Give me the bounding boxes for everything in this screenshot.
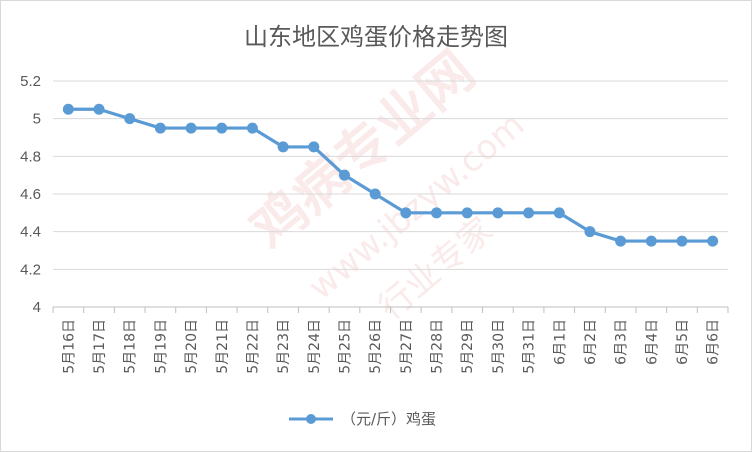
x-tick-label: 5月23日: [276, 319, 292, 374]
y-tick-label: 4.2: [20, 261, 41, 278]
legend-label: （元/斤）鸡蛋: [341, 410, 436, 428]
y-tick-label: 4.8: [20, 148, 41, 165]
data-point: [492, 207, 504, 219]
data-point: [62, 103, 74, 115]
x-tick-label: 5月31日: [522, 319, 538, 374]
y-tick-label: 5: [33, 111, 41, 128]
x-tick-label: 5月21日: [215, 319, 231, 374]
chart-title: 山东地区鸡蛋价格走势图: [244, 23, 508, 51]
x-tick-label: 5月27日: [399, 319, 415, 374]
x-tick-label: 6月2日: [583, 319, 599, 365]
y-axis-ticks: 4 4.2 4.4 4.6 4.8 5 5.2: [20, 73, 41, 316]
data-point: [676, 235, 688, 247]
data-point: [584, 226, 596, 238]
grid: [52, 80, 729, 313]
series-egg: [62, 103, 719, 247]
x-tick-label: 5月20日: [184, 319, 200, 374]
data-point: [185, 122, 197, 134]
x-tick-label: 5月19日: [153, 319, 169, 374]
y-tick-label: 4: [33, 299, 41, 316]
y-tick-label: 4.6: [20, 186, 41, 203]
data-point: [338, 169, 350, 181]
data-point: [369, 188, 381, 200]
data-point: [124, 113, 136, 125]
legend: （元/斤）鸡蛋: [289, 410, 436, 428]
x-tick-label: 6月1日: [552, 319, 568, 365]
x-tick-label: 5月22日: [245, 319, 261, 374]
data-point: [615, 235, 627, 247]
x-tick-label: 5月17日: [92, 319, 108, 374]
data-point: [154, 122, 166, 134]
data-point: [277, 141, 289, 153]
legend-marker-swatch: [306, 414, 316, 424]
data-point: [308, 141, 320, 153]
data-point: [553, 207, 565, 219]
y-tick-label: 4.4: [20, 224, 41, 241]
x-tick-label: 5月28日: [430, 319, 446, 374]
data-point: [216, 122, 228, 134]
x-axis-ticks: 5月16日 5月17日 5月18日 5月19日 5月20日 5月21日 5月22日 5月23日…: [61, 319, 721, 374]
y-tick-label: 5.2: [20, 73, 41, 90]
data-point: [246, 122, 258, 134]
x-tick-label: 5月16日: [61, 319, 77, 374]
x-tick-label: 6月5日: [675, 319, 691, 365]
x-tick-label: 5月18日: [123, 319, 139, 374]
data-point: [645, 235, 657, 247]
series-line: [68, 107, 713, 243]
x-tick-label: 5月30日: [491, 319, 507, 374]
data-point: [523, 207, 535, 219]
watermark: 鸡病专业网 www.jbzyw.com 行业专家: [239, 39, 532, 328]
data-point: [461, 207, 473, 219]
x-tick-label: 5月25日: [337, 319, 353, 374]
data-point: [431, 207, 443, 219]
x-tick-label: 6月4日: [644, 319, 660, 365]
data-point: [400, 207, 412, 219]
x-tick-label: 6月6日: [706, 319, 722, 365]
data-point: [707, 235, 719, 247]
x-tick-label: 5月24日: [307, 319, 323, 374]
x-tick-label: 6月3日: [614, 319, 630, 365]
data-point: [93, 103, 105, 115]
x-tick-label: 5月29日: [460, 319, 476, 374]
x-tick-label: 5月26日: [368, 319, 384, 374]
